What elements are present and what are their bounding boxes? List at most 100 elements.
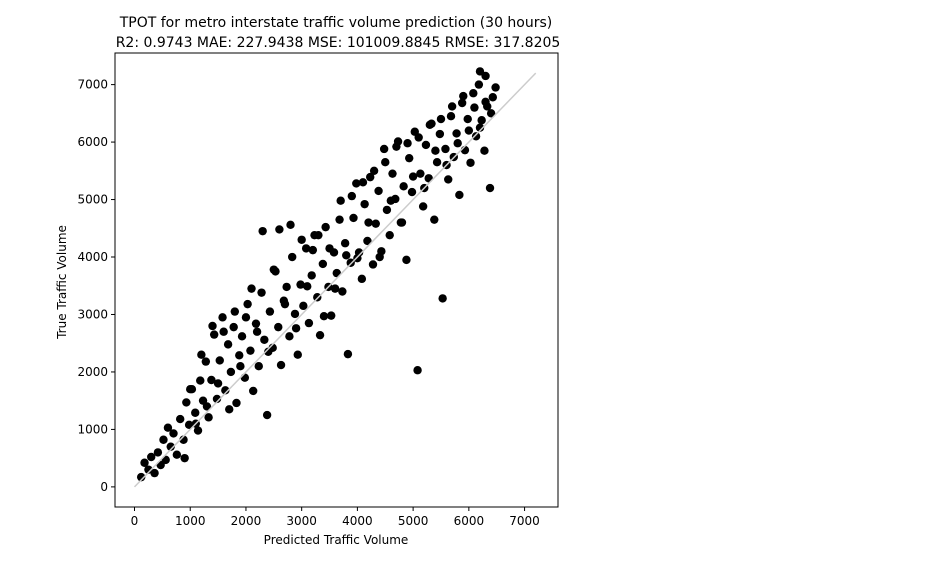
- scatter-point: [235, 351, 244, 360]
- x-tick-label: 6000: [454, 514, 485, 528]
- scatter-point: [304, 318, 314, 328]
- scatter-point: [425, 120, 435, 130]
- chart-subtitle: R2: 0.9743 MAE: 227.9438 MSE: 101009.884…: [116, 35, 561, 51]
- scatter-point: [254, 362, 263, 371]
- scatter-point: [349, 213, 358, 223]
- y-axis-ticks: 0 1000 2000 3000 4000 5000 6000 7000: [77, 78, 115, 494]
- scatter-point: [159, 435, 168, 444]
- scatter-point: [229, 322, 238, 332]
- scatter-point: [342, 251, 351, 260]
- scatter-point: [444, 175, 453, 184]
- scatter-point: [343, 349, 353, 359]
- scatter-point: [243, 299, 252, 309]
- scatter-point: [464, 126, 474, 135]
- scatter-point: [280, 299, 290, 309]
- scatter-point: [172, 450, 182, 459]
- y-tick-label: 3000: [77, 307, 108, 321]
- scatter-point: [246, 346, 255, 355]
- scatter-point: [186, 384, 195, 394]
- scatter-point: [358, 178, 368, 187]
- scatter-point: [193, 426, 203, 435]
- scatter-point: [262, 410, 272, 420]
- scatter-point: [481, 97, 490, 107]
- scatter-point: [431, 146, 440, 155]
- scatter-point: [257, 288, 266, 297]
- scatter-point: [340, 239, 350, 248]
- scatter-point: [315, 330, 325, 340]
- y-tick-label: 4000: [77, 250, 108, 264]
- chart-title: TPOT for metro interstate traffic volume…: [119, 15, 553, 31]
- scatter-point: [140, 458, 149, 467]
- scatter-point: [374, 186, 383, 196]
- scatter-point: [252, 327, 262, 336]
- scatter-point: [136, 472, 146, 482]
- y-tick-label: 2000: [77, 365, 108, 379]
- x-axis-ticks: 0 1000 2000 3000 4000 5000 6000 7000: [131, 507, 540, 528]
- scatter-point: [264, 347, 273, 357]
- scatter-point: [382, 205, 392, 215]
- scatter-point: [455, 190, 464, 200]
- scatter-point: [363, 236, 372, 246]
- scatter-point: [248, 386, 258, 396]
- scatter-point: [435, 129, 445, 139]
- x-tick-label: 5000: [398, 514, 429, 528]
- scatter-point: [275, 225, 284, 234]
- y-tick-label: 7000: [77, 78, 108, 92]
- scatter-point: [357, 274, 367, 284]
- scatter-point: [169, 429, 178, 438]
- scatter-point: [150, 468, 159, 478]
- scatter-point: [327, 311, 336, 320]
- x-tick-label: 7000: [509, 514, 540, 528]
- scatter-point: [201, 357, 211, 366]
- scatter-point: [204, 413, 213, 422]
- scatter-point: [236, 362, 245, 371]
- scatter-point: [319, 312, 329, 321]
- scatter-point: [163, 423, 173, 432]
- scatter-point: [413, 366, 422, 375]
- scatter-point: [221, 386, 230, 395]
- scatter-point: [258, 226, 267, 236]
- scatter-point: [241, 313, 251, 322]
- scatter-point: [318, 259, 328, 269]
- scatter-point: [405, 153, 414, 163]
- scatter-point: [175, 414, 185, 424]
- scatter-point: [438, 294, 447, 303]
- scatter-point: [416, 169, 425, 178]
- scatter-point: [360, 199, 369, 209]
- x-tick-label: 4000: [342, 514, 373, 528]
- scatter-point: [402, 255, 411, 265]
- scatter-point: [226, 367, 236, 377]
- scatter-point: [475, 67, 485, 76]
- scatter-point: [240, 373, 250, 382]
- scatter-point: [453, 139, 462, 148]
- scatter-points: [136, 67, 500, 482]
- scatter-point: [441, 144, 450, 154]
- scatter-point: [297, 235, 306, 244]
- scatter-point: [184, 420, 194, 430]
- scatter-point: [314, 230, 323, 240]
- scatter-point: [251, 319, 261, 328]
- scatter-point: [209, 330, 219, 339]
- scatter-point: [153, 448, 163, 457]
- scatter-point: [303, 282, 312, 291]
- scatter-point: [282, 282, 291, 292]
- scatter-point: [463, 114, 472, 124]
- scatter-point: [368, 260, 378, 269]
- scatter-point: [481, 71, 490, 81]
- y-tick-label: 1000: [77, 422, 108, 436]
- scatter-point: [421, 140, 431, 150]
- scatter-point: [147, 452, 156, 462]
- scatter-point: [403, 139, 412, 148]
- scatter-point: [223, 340, 233, 349]
- y-tick-label: 6000: [77, 135, 108, 149]
- x-axis-label: Predicted Traffic Volume: [264, 533, 409, 547]
- scatter-point: [293, 350, 302, 359]
- scatter-point: [485, 183, 495, 193]
- scatter-point: [225, 405, 234, 414]
- scatter-point: [144, 465, 153, 474]
- scatter-point: [299, 301, 308, 311]
- scatter-point: [286, 220, 295, 230]
- scatter-point: [388, 169, 397, 178]
- scatter-point: [335, 215, 344, 224]
